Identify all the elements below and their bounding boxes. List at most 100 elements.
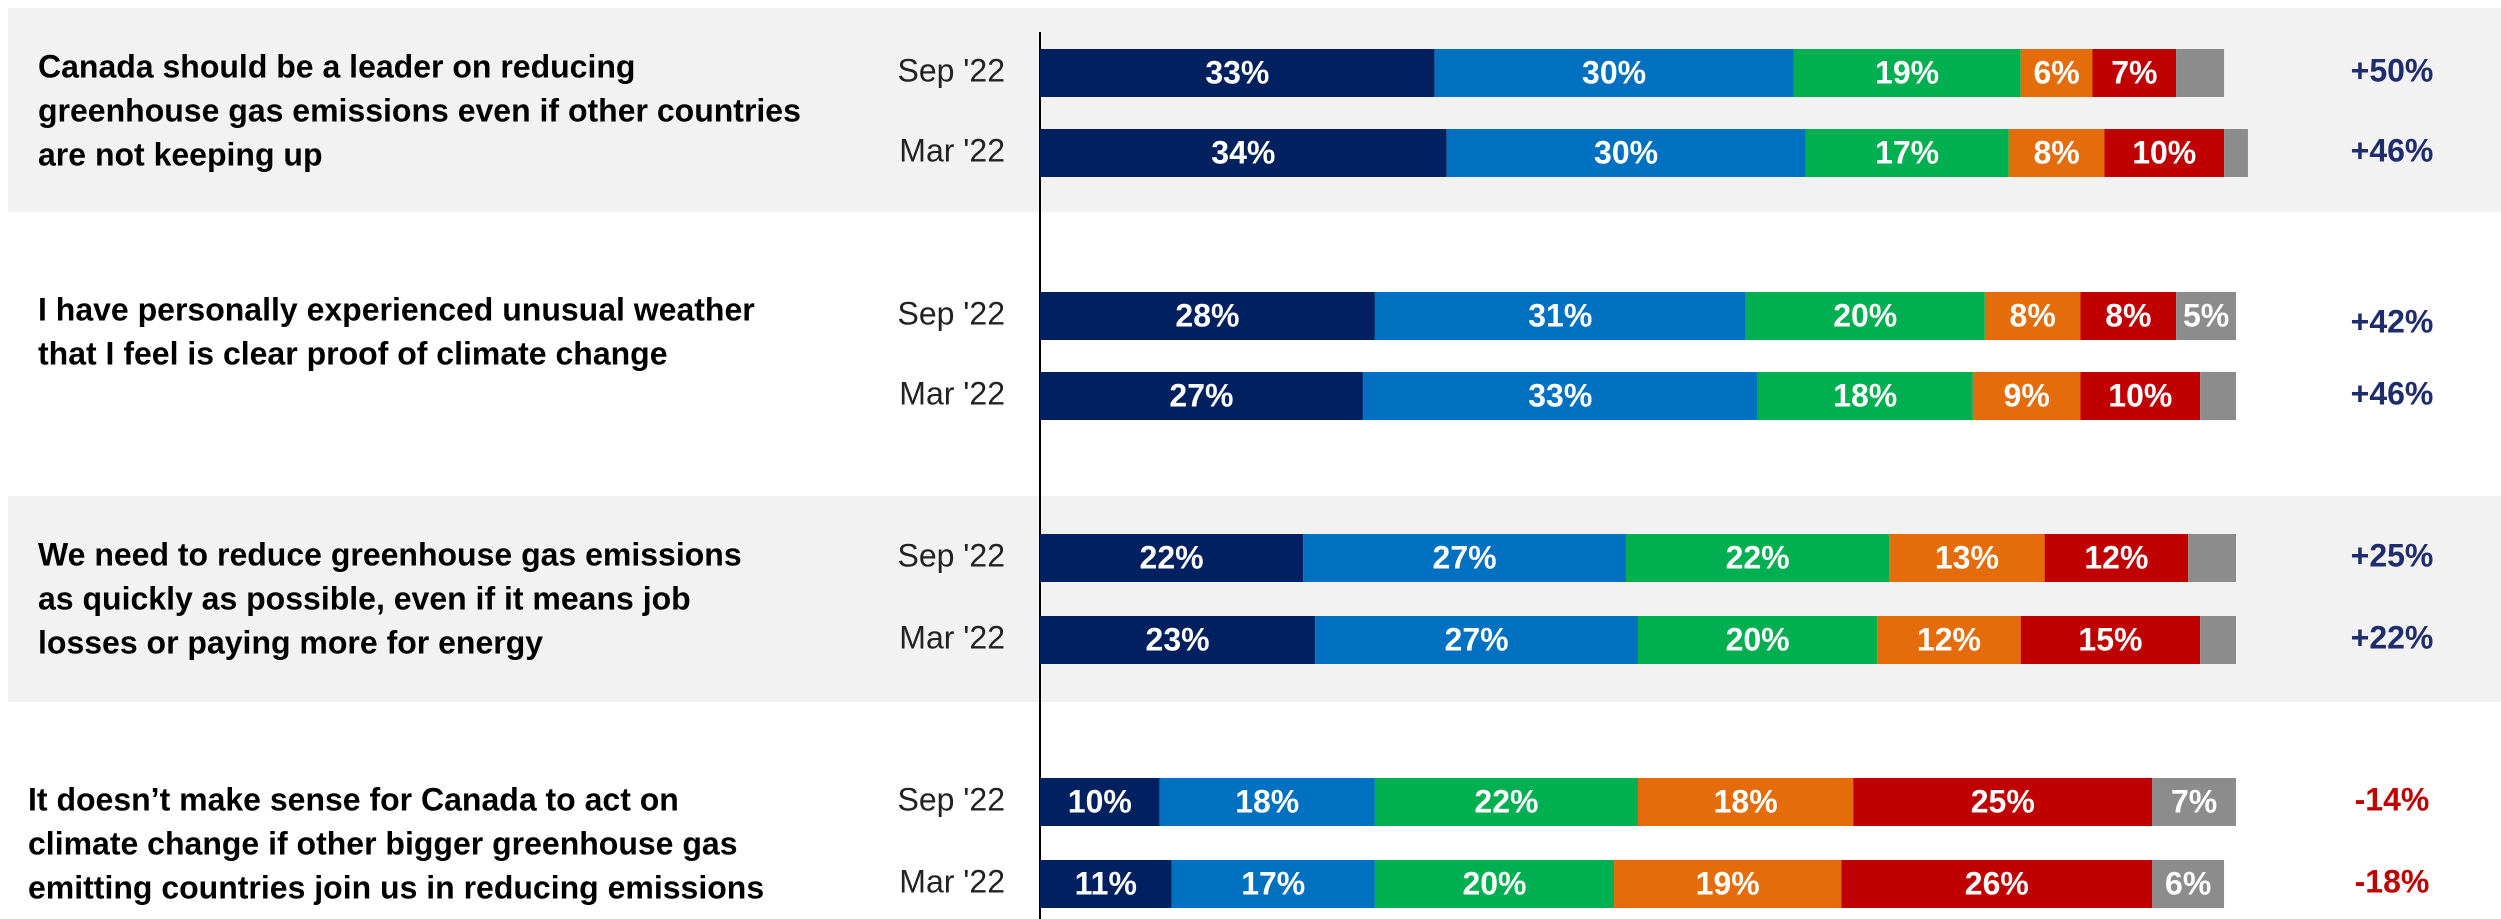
value-label: 10% bbox=[2108, 377, 2172, 413]
value-label: 31% bbox=[1528, 297, 1592, 333]
statement: as quickly as possible, even if it means… bbox=[38, 580, 691, 616]
net-label: +25% bbox=[2351, 537, 2434, 573]
value-label: 23% bbox=[1146, 621, 1210, 657]
bar-segment bbox=[1626, 534, 1890, 582]
bar-segment bbox=[1040, 49, 1435, 97]
bar-segment bbox=[1040, 534, 1304, 582]
bar-segment bbox=[1040, 616, 1316, 664]
bar-segment bbox=[2188, 534, 2236, 582]
statement: I have personally experienced unusual we… bbox=[38, 291, 755, 327]
bar-segment bbox=[2200, 372, 2236, 420]
statement: are not keeping up bbox=[38, 136, 322, 172]
bar-segment bbox=[2044, 534, 2189, 582]
value-label: 22% bbox=[1726, 539, 1790, 575]
statement: climate change if other bigger greenhous… bbox=[28, 825, 738, 861]
net-label: +50% bbox=[2351, 52, 2434, 88]
bar-segment bbox=[1638, 616, 1878, 664]
bar-segment bbox=[1793, 49, 2021, 97]
statement: It doesn’t make sense for Canada to act … bbox=[28, 781, 679, 817]
value-label: 30% bbox=[1582, 54, 1646, 90]
bar-segment bbox=[1853, 778, 2153, 826]
value-label: 27% bbox=[1169, 377, 1233, 413]
value-label: 19% bbox=[1696, 865, 1760, 901]
net-label: +42% bbox=[2351, 303, 2434, 339]
value-label: 12% bbox=[2084, 539, 2148, 575]
statement: that I feel is clear proof of climate ch… bbox=[38, 335, 668, 371]
value-label: 26% bbox=[1965, 865, 2029, 901]
row-label: Sep '22 bbox=[897, 537, 1005, 573]
value-label: 28% bbox=[1175, 297, 1239, 333]
value-label: 6% bbox=[2165, 865, 2211, 901]
bar-segment bbox=[2008, 129, 2105, 177]
bar-segment bbox=[2104, 129, 2225, 177]
value-label: 30% bbox=[1594, 134, 1658, 170]
value-label: 6% bbox=[2033, 54, 2079, 90]
net-label: +46% bbox=[2351, 132, 2434, 168]
bar-segment bbox=[2152, 860, 2225, 908]
row-label: Mar '22 bbox=[899, 863, 1005, 899]
bar-segment bbox=[2200, 616, 2236, 664]
bar-segment bbox=[2080, 372, 2201, 420]
value-label: 22% bbox=[1474, 783, 1538, 819]
value-label: 20% bbox=[1462, 865, 1526, 901]
value-label: 33% bbox=[1528, 377, 1592, 413]
band bbox=[8, 8, 2501, 212]
value-label: 7% bbox=[2111, 54, 2157, 90]
row-label: Sep '22 bbox=[897, 781, 1005, 817]
value-label: 8% bbox=[2105, 297, 2151, 333]
row-label: Mar '22 bbox=[899, 375, 1005, 411]
value-label: 17% bbox=[1875, 134, 1939, 170]
statement: greenhouse gas emissions even if other c… bbox=[38, 92, 801, 128]
bar-segment bbox=[1040, 778, 1160, 826]
value-label: 22% bbox=[1140, 539, 1204, 575]
bar-segment bbox=[1171, 860, 1375, 908]
value-label: 5% bbox=[2183, 297, 2229, 333]
value-label: 18% bbox=[1833, 377, 1897, 413]
band bbox=[8, 496, 2501, 702]
bar-segment bbox=[1434, 49, 1794, 97]
bar-segment bbox=[1040, 372, 1363, 420]
bar-segment bbox=[2176, 292, 2236, 340]
bar-segment bbox=[1972, 372, 2081, 420]
bar-segment bbox=[1877, 616, 2021, 664]
value-label: 34% bbox=[1211, 134, 1275, 170]
value-label: 18% bbox=[1714, 783, 1778, 819]
value-label: 25% bbox=[1971, 783, 2035, 819]
value-label: 12% bbox=[1917, 621, 1981, 657]
row-label: Sep '22 bbox=[897, 295, 1005, 331]
bar-segment bbox=[1638, 778, 1854, 826]
bar-segment bbox=[1805, 129, 2009, 177]
statement: We need to reduce greenhouse gas emissio… bbox=[38, 536, 742, 572]
bar-segment bbox=[2176, 49, 2225, 97]
bar-segment bbox=[1040, 292, 1375, 340]
bar-segment bbox=[1889, 534, 2045, 582]
value-label: 20% bbox=[1726, 621, 1790, 657]
bar-segment bbox=[2224, 129, 2248, 177]
bar-segment bbox=[1040, 860, 1172, 908]
bar-segment bbox=[1446, 129, 1806, 177]
bar-segment bbox=[2152, 778, 2236, 826]
bar-segment bbox=[1303, 534, 1627, 582]
value-label: 11% bbox=[1075, 865, 1137, 901]
bar-segment bbox=[2020, 616, 2201, 664]
statement: emitting countries join us in reducing e… bbox=[28, 869, 764, 905]
bar-segment bbox=[1614, 860, 1842, 908]
value-label: 27% bbox=[1433, 539, 1497, 575]
value-label: 17% bbox=[1241, 865, 1305, 901]
bar-segment bbox=[2080, 292, 2177, 340]
value-label: 9% bbox=[2004, 377, 2050, 413]
value-label: 10% bbox=[2132, 134, 2196, 170]
row-label: Mar '22 bbox=[899, 132, 1005, 168]
row-label: Mar '22 bbox=[899, 619, 1005, 655]
net-label: +46% bbox=[2351, 375, 2434, 411]
value-label: 18% bbox=[1235, 783, 1299, 819]
value-label: 10% bbox=[1068, 783, 1132, 819]
net-label: -18% bbox=[2355, 863, 2430, 899]
value-label: 8% bbox=[2033, 134, 2079, 170]
bar-segment bbox=[1315, 616, 1638, 664]
net-label: -14% bbox=[2355, 781, 2430, 817]
value-label: 15% bbox=[2078, 621, 2142, 657]
value-label: 20% bbox=[1833, 297, 1897, 333]
value-label: 13% bbox=[1935, 539, 1999, 575]
